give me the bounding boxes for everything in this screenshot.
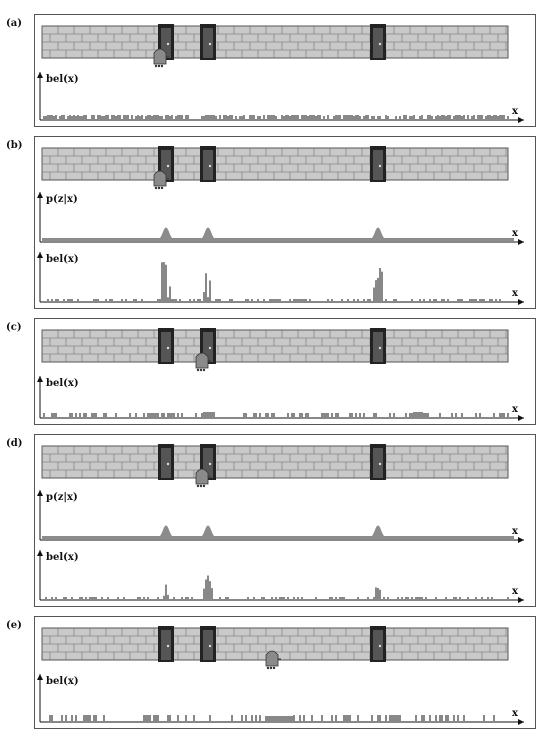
y-axis-label: bel(x) bbox=[46, 74, 79, 85]
y-axis-arrow bbox=[37, 490, 43, 496]
robot-wheel bbox=[203, 369, 205, 371]
robot bbox=[154, 49, 166, 64]
door-panel bbox=[373, 28, 383, 58]
door-panel bbox=[161, 332, 171, 362]
x-axis-arrow bbox=[518, 117, 524, 123]
pz-baseline bbox=[42, 536, 514, 539]
door-knob bbox=[167, 463, 169, 465]
x-axis-arrow bbox=[518, 719, 524, 725]
robot-wheel bbox=[270, 667, 272, 669]
door-panel bbox=[373, 332, 383, 362]
robot-wheel bbox=[203, 485, 205, 487]
door-knob bbox=[167, 43, 169, 45]
x-axis-label: x bbox=[512, 586, 519, 597]
y-axis-arrow bbox=[37, 192, 43, 198]
robot-wheel bbox=[158, 187, 160, 189]
x-axis-arrow bbox=[518, 299, 524, 305]
door-panel bbox=[203, 28, 213, 58]
y-axis-arrow bbox=[37, 674, 43, 680]
x-axis-label: x bbox=[512, 106, 519, 117]
x-axis-label: x bbox=[512, 228, 519, 239]
door-knob bbox=[209, 165, 211, 167]
robot-wheel bbox=[161, 187, 163, 189]
x-axis-arrow bbox=[518, 415, 524, 421]
panel-label: (b) bbox=[6, 140, 22, 151]
y-axis-label: bel(x) bbox=[46, 254, 79, 265]
y-axis-arrow bbox=[37, 550, 43, 556]
robot-wheel bbox=[200, 369, 202, 371]
door-knob bbox=[379, 645, 381, 647]
robot-wheel bbox=[267, 667, 269, 669]
x-axis-arrow bbox=[518, 537, 524, 543]
door-knob bbox=[379, 165, 381, 167]
door-knob bbox=[167, 347, 169, 349]
y-axis-label: bel(x) bbox=[46, 552, 79, 563]
panel-c: (c) bel(x) x bbox=[6, 319, 536, 425]
robot bbox=[196, 469, 208, 484]
x-axis-label: x bbox=[512, 288, 519, 299]
robot-wheel bbox=[155, 65, 157, 67]
panel-b: (b) p(z|x) x bel(x) x bbox=[6, 137, 536, 309]
y-axis-label: bel(x) bbox=[46, 676, 79, 687]
door-panel bbox=[161, 630, 171, 660]
y-axis-label: p(z|x) bbox=[46, 492, 78, 503]
y-axis-arrow bbox=[37, 376, 43, 382]
door-knob bbox=[209, 43, 211, 45]
x-axis-arrow bbox=[518, 597, 524, 603]
robot-wheel bbox=[161, 65, 163, 67]
door-knob bbox=[209, 347, 211, 349]
door-panel bbox=[373, 150, 383, 180]
door-panel bbox=[203, 150, 213, 180]
robot-wheel bbox=[197, 369, 199, 371]
x-axis-label: x bbox=[512, 404, 519, 415]
robot-wheel bbox=[200, 485, 202, 487]
door-knob bbox=[379, 347, 381, 349]
robot-wheel bbox=[155, 187, 157, 189]
panel-a: (a) bel(x) x bbox=[6, 15, 536, 127]
y-axis-arrow bbox=[37, 252, 43, 258]
door-knob bbox=[167, 165, 169, 167]
robot-wheel bbox=[197, 485, 199, 487]
robot bbox=[196, 353, 208, 368]
door-knob bbox=[379, 43, 381, 45]
x-axis-label: x bbox=[512, 708, 519, 719]
robot-wheel bbox=[273, 667, 275, 669]
door-knob bbox=[379, 463, 381, 465]
panel-label: (e) bbox=[6, 620, 22, 631]
x-axis-label: x bbox=[512, 526, 519, 537]
panel-label: (d) bbox=[6, 438, 22, 449]
panel-d: (d) p(z|x) x bel(x) x bbox=[6, 435, 536, 607]
robot bbox=[154, 171, 166, 186]
y-axis-label: p(z|x) bbox=[46, 194, 78, 205]
door-panel bbox=[373, 448, 383, 478]
x-axis-arrow bbox=[518, 239, 524, 245]
door-panel bbox=[373, 630, 383, 660]
door-knob bbox=[167, 645, 169, 647]
panel-label: (a) bbox=[6, 18, 22, 29]
door-knob bbox=[209, 463, 211, 465]
robot-wheel bbox=[158, 65, 160, 67]
y-axis-arrow bbox=[37, 72, 43, 78]
door-knob bbox=[209, 645, 211, 647]
y-axis-label: bel(x) bbox=[46, 378, 79, 389]
pz-baseline bbox=[42, 238, 514, 241]
panel-e: (e) bel(x) x bbox=[6, 617, 536, 729]
robot bbox=[266, 651, 278, 666]
panel-label: (c) bbox=[6, 322, 22, 333]
door-panel bbox=[161, 448, 171, 478]
door-panel bbox=[203, 630, 213, 660]
